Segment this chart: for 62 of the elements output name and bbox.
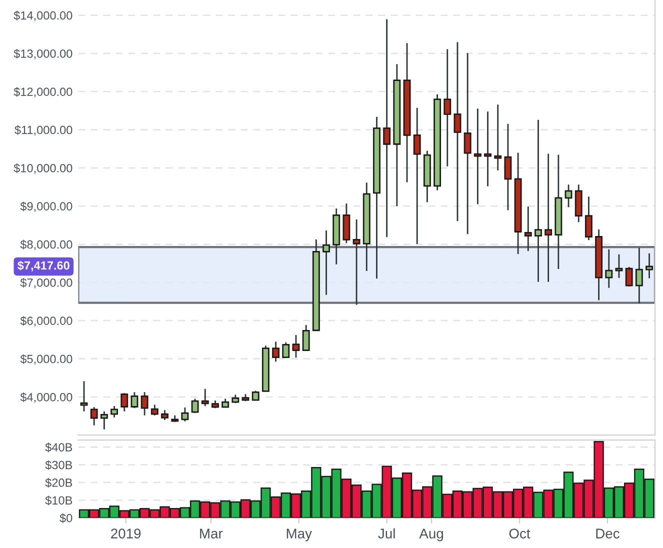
candlestick <box>484 110 492 187</box>
candlestick <box>140 391 148 416</box>
x-tick-label: 2019 <box>111 528 141 538</box>
candlestick <box>646 252 653 279</box>
candlestick <box>302 324 310 352</box>
candlestick <box>150 404 158 416</box>
y-tick-label: $9,000.00 <box>20 202 72 212</box>
y-tick-label: $20B <box>45 478 72 488</box>
text: $7,417.60 <box>18 260 70 272</box>
candlestick <box>100 410 108 430</box>
candlestick <box>504 123 512 211</box>
candlestick <box>322 230 330 296</box>
candlestick <box>605 248 613 289</box>
x-tick-label: Oct <box>509 528 530 538</box>
y-tick-label: $10B <box>45 496 72 506</box>
candlestick <box>161 409 168 421</box>
candlestick <box>444 48 452 168</box>
y-tick-label: $8,000.00 <box>20 240 72 250</box>
y-tick-label: $0 <box>60 513 72 523</box>
y-tick-label: $6,000.00 <box>20 316 72 326</box>
candlestick <box>90 406 98 426</box>
candlestick <box>282 342 290 358</box>
candlestick <box>625 266 633 288</box>
x-tick-label: Mar <box>200 528 223 538</box>
candlestick <box>615 254 623 279</box>
candlestick <box>120 392 128 412</box>
x-tick-label: May <box>286 528 312 542</box>
y-tick-label: $40B <box>45 442 72 452</box>
candlestick <box>635 247 643 304</box>
y-tick-label: $7,000.00 <box>20 278 72 288</box>
candlestick <box>181 406 189 422</box>
candlestick <box>524 206 532 252</box>
candlestick <box>534 119 542 283</box>
candlestick <box>584 196 592 241</box>
y-tick-label: $12,000.00 <box>14 87 72 98</box>
candlestick <box>474 108 482 205</box>
candlestick <box>464 52 472 235</box>
y-tick-label: $13,000.00 <box>14 48 72 60</box>
x-tick-label: Jul <box>378 528 395 538</box>
candlestick <box>494 104 502 172</box>
candlestick <box>383 18 391 238</box>
x-tick-label: Aug <box>419 528 443 542</box>
y-tick-label: $14,000.00 <box>14 10 72 22</box>
candlestick <box>201 388 209 407</box>
y-tick-label: $4,000.00 <box>20 392 72 403</box>
y-tick-label: $5,000.00 <box>20 354 72 365</box>
candlestick <box>191 398 199 414</box>
y-tick-label: $30B <box>45 460 72 470</box>
candlestick <box>544 153 552 283</box>
candlestick <box>252 390 260 402</box>
candlestick <box>80 380 88 412</box>
candlestick <box>292 334 300 358</box>
candlestick <box>352 218 360 306</box>
candlestick <box>413 107 421 245</box>
candlestick <box>272 340 280 362</box>
candlestick <box>110 405 118 418</box>
y-tick-label: $10,000.00 <box>14 163 72 174</box>
candlestick <box>454 41 462 222</box>
x-tick-label: Dec <box>596 528 620 538</box>
y-tick-label: $11,000.00 <box>14 125 72 136</box>
candlestick <box>564 184 572 208</box>
candlestick <box>130 391 138 409</box>
